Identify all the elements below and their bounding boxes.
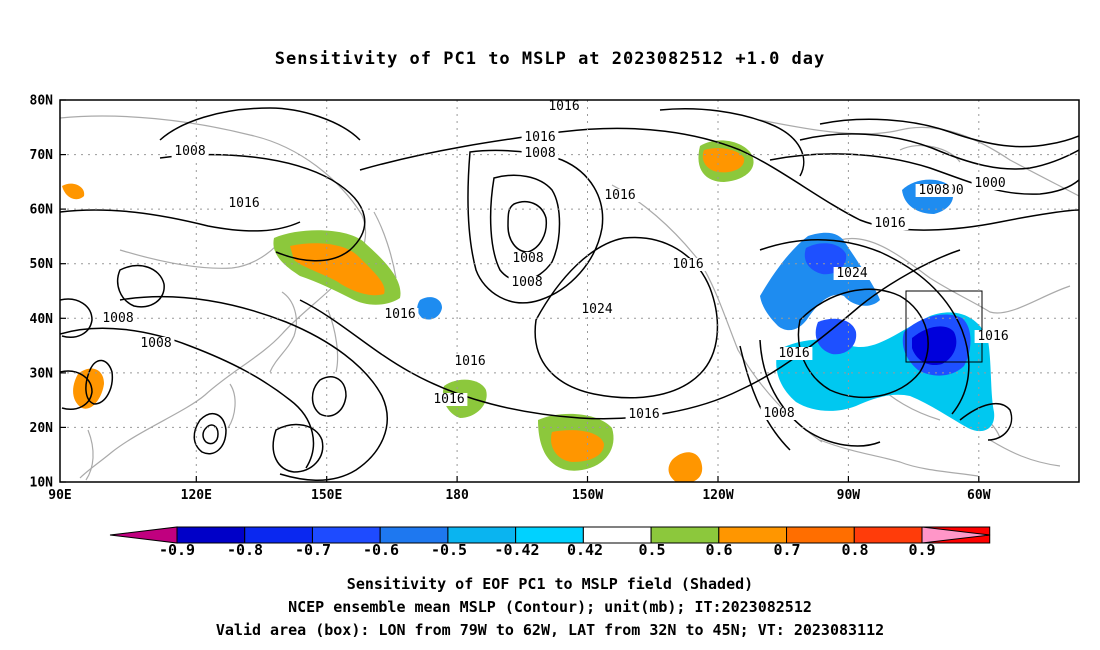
- contour-label: 1016: [628, 407, 659, 422]
- sensitivity-blob: [760, 232, 880, 331]
- lat-label-70n: 70N: [30, 148, 54, 163]
- lon-label-180: 180: [445, 488, 469, 503]
- sensitivity-shading: [62, 140, 995, 482]
- lon-label-120w: 120W: [702, 488, 733, 503]
- lat-label-60n: 60N: [30, 203, 54, 218]
- contour-labels: 1016100810161016100810161000101610081008…: [99, 99, 1012, 422]
- lat-label-30n: 30N: [30, 366, 54, 381]
- colorbar-label: 0.6: [705, 541, 732, 559]
- sensitivity-blob: [815, 318, 857, 355]
- caption-shading: Sensitivity of EOF PC1 to MSLP field (Sh…: [346, 575, 754, 593]
- sensitivity-blob: [290, 243, 385, 296]
- contour-label: 1016: [778, 346, 809, 361]
- colorbar-label: 0.7: [773, 541, 800, 559]
- contour-label: 1016: [604, 188, 635, 203]
- contour-label: 1008: [140, 336, 171, 351]
- colorbar: -0.9 -0.8 -0.7 -0.6 -0.5 -0.42 0.42 0.5 …: [109, 526, 991, 559]
- contour-label-bg: [545, 100, 583, 113]
- contour-label-bg: [521, 131, 559, 144]
- contour-label-bg: [99, 312, 137, 325]
- colorbar-label: -0.42: [494, 541, 539, 559]
- contour-label-bg: [137, 337, 175, 350]
- colorbar-label: 0.42: [567, 541, 603, 559]
- contour-label: 1024: [836, 266, 867, 281]
- lon-label-90e: 90E: [48, 488, 71, 503]
- colorbar-labels: -0.9 -0.8 -0.7 -0.6 -0.5 -0.42 0.42 0.5 …: [159, 541, 936, 559]
- contour-label: 1016: [977, 329, 1008, 344]
- colorbar-label: -0.8: [227, 541, 263, 559]
- contour-label: 1008: [174, 144, 205, 159]
- contour-label-bg: [381, 308, 419, 321]
- contour-label-bg: [974, 330, 1012, 343]
- contour-label: 1016: [228, 196, 259, 211]
- lat-label-40n: 40N: [30, 312, 54, 327]
- contour-label: 1024: [581, 302, 612, 317]
- sensitivity-blob: [912, 326, 957, 366]
- lon-label-60w: 60W: [967, 488, 991, 503]
- contour-label-bg: [775, 347, 813, 360]
- contour-label-bg: [625, 408, 663, 421]
- contour-label-bg: [601, 189, 639, 202]
- longitude-axis: 90E 120E 150E 180 150W 120W 90W 60W: [48, 476, 991, 503]
- contour-label: 1016: [874, 216, 905, 231]
- colorbar-arrow-high: [921, 526, 991, 544]
- contour-label-bg: [578, 303, 616, 316]
- colorbar-label: 0.9: [908, 541, 935, 559]
- sensitivity-blob: [804, 243, 847, 275]
- lon-label-150e: 150E: [311, 488, 342, 503]
- contour-label: 1008: [918, 183, 949, 198]
- contour-label-bg: [871, 217, 909, 230]
- sensitivity-blob: [417, 297, 442, 320]
- contour-label-bg: [669, 258, 707, 271]
- contour-label-bg: [171, 145, 209, 158]
- contour-label: 1016: [384, 307, 415, 322]
- lat-label-10n: 10N: [30, 476, 54, 491]
- lon-label-150w: 150W: [572, 488, 603, 503]
- contour-label: 1016: [433, 392, 464, 407]
- colorbar-label: 0.8: [841, 541, 868, 559]
- contour-label: 1000: [974, 176, 1005, 191]
- lat-label-80n: 80N: [30, 94, 54, 109]
- contour-label: 1008: [102, 311, 133, 326]
- sensitivity-blob: [668, 452, 703, 482]
- contour-label-bg: [760, 407, 798, 420]
- contour-label-bg: [833, 267, 871, 280]
- map-frame: [59, 99, 1080, 483]
- lon-label-120e: 120E: [181, 488, 212, 503]
- latitude-axis: 80N 70N 60N 50N 40N 30N 20N 10N: [30, 94, 66, 491]
- sensitivity-blob: [73, 368, 104, 409]
- map-title: Sensitivity of PC1 to MSLP at 2023082512…: [274, 49, 826, 69]
- colorbar-label: -0.6: [363, 541, 399, 559]
- contour-label-bg: [225, 197, 263, 210]
- contour-label-bg: [509, 252, 547, 265]
- contour-label-bg: [508, 276, 546, 289]
- sensitivity-blob: [62, 183, 85, 200]
- contour-label: 1008: [511, 275, 542, 290]
- colorbar-label: 0.5: [638, 541, 665, 559]
- contour-label-bg: [451, 355, 489, 368]
- contour-label: 1016: [548, 99, 579, 114]
- caption-contour: NCEP ensemble mean MSLP (Contour); unit(…: [288, 598, 812, 616]
- valid-area-box: [905, 290, 983, 363]
- lat-label-50n: 50N: [30, 257, 54, 272]
- contour-label: 1016: [454, 354, 485, 369]
- colorbar-label: -0.7: [295, 541, 331, 559]
- colorbar-boxes: [109, 526, 991, 544]
- contour-label-bg: [430, 393, 468, 406]
- contour-label: 1008: [763, 406, 794, 421]
- contour-label: 1016: [672, 257, 703, 272]
- contour-label: 1008: [524, 146, 555, 161]
- colorbar-label: -0.9: [159, 541, 195, 559]
- caption-valid-area: Valid area (box): LON from 79W to 62W, L…: [215, 621, 885, 639]
- lat-label-20n: 20N: [30, 421, 54, 436]
- contour-label-bg: [915, 184, 953, 197]
- lon-label-90w: 90W: [837, 488, 861, 503]
- contour-label: 1008: [512, 251, 543, 266]
- sensitivity-blob: [550, 430, 604, 462]
- contour-label: 1016: [524, 130, 555, 145]
- contour-label-bg: [971, 177, 1009, 190]
- contour-label-bg: [521, 147, 559, 160]
- colorbar-label: -0.5: [431, 541, 467, 559]
